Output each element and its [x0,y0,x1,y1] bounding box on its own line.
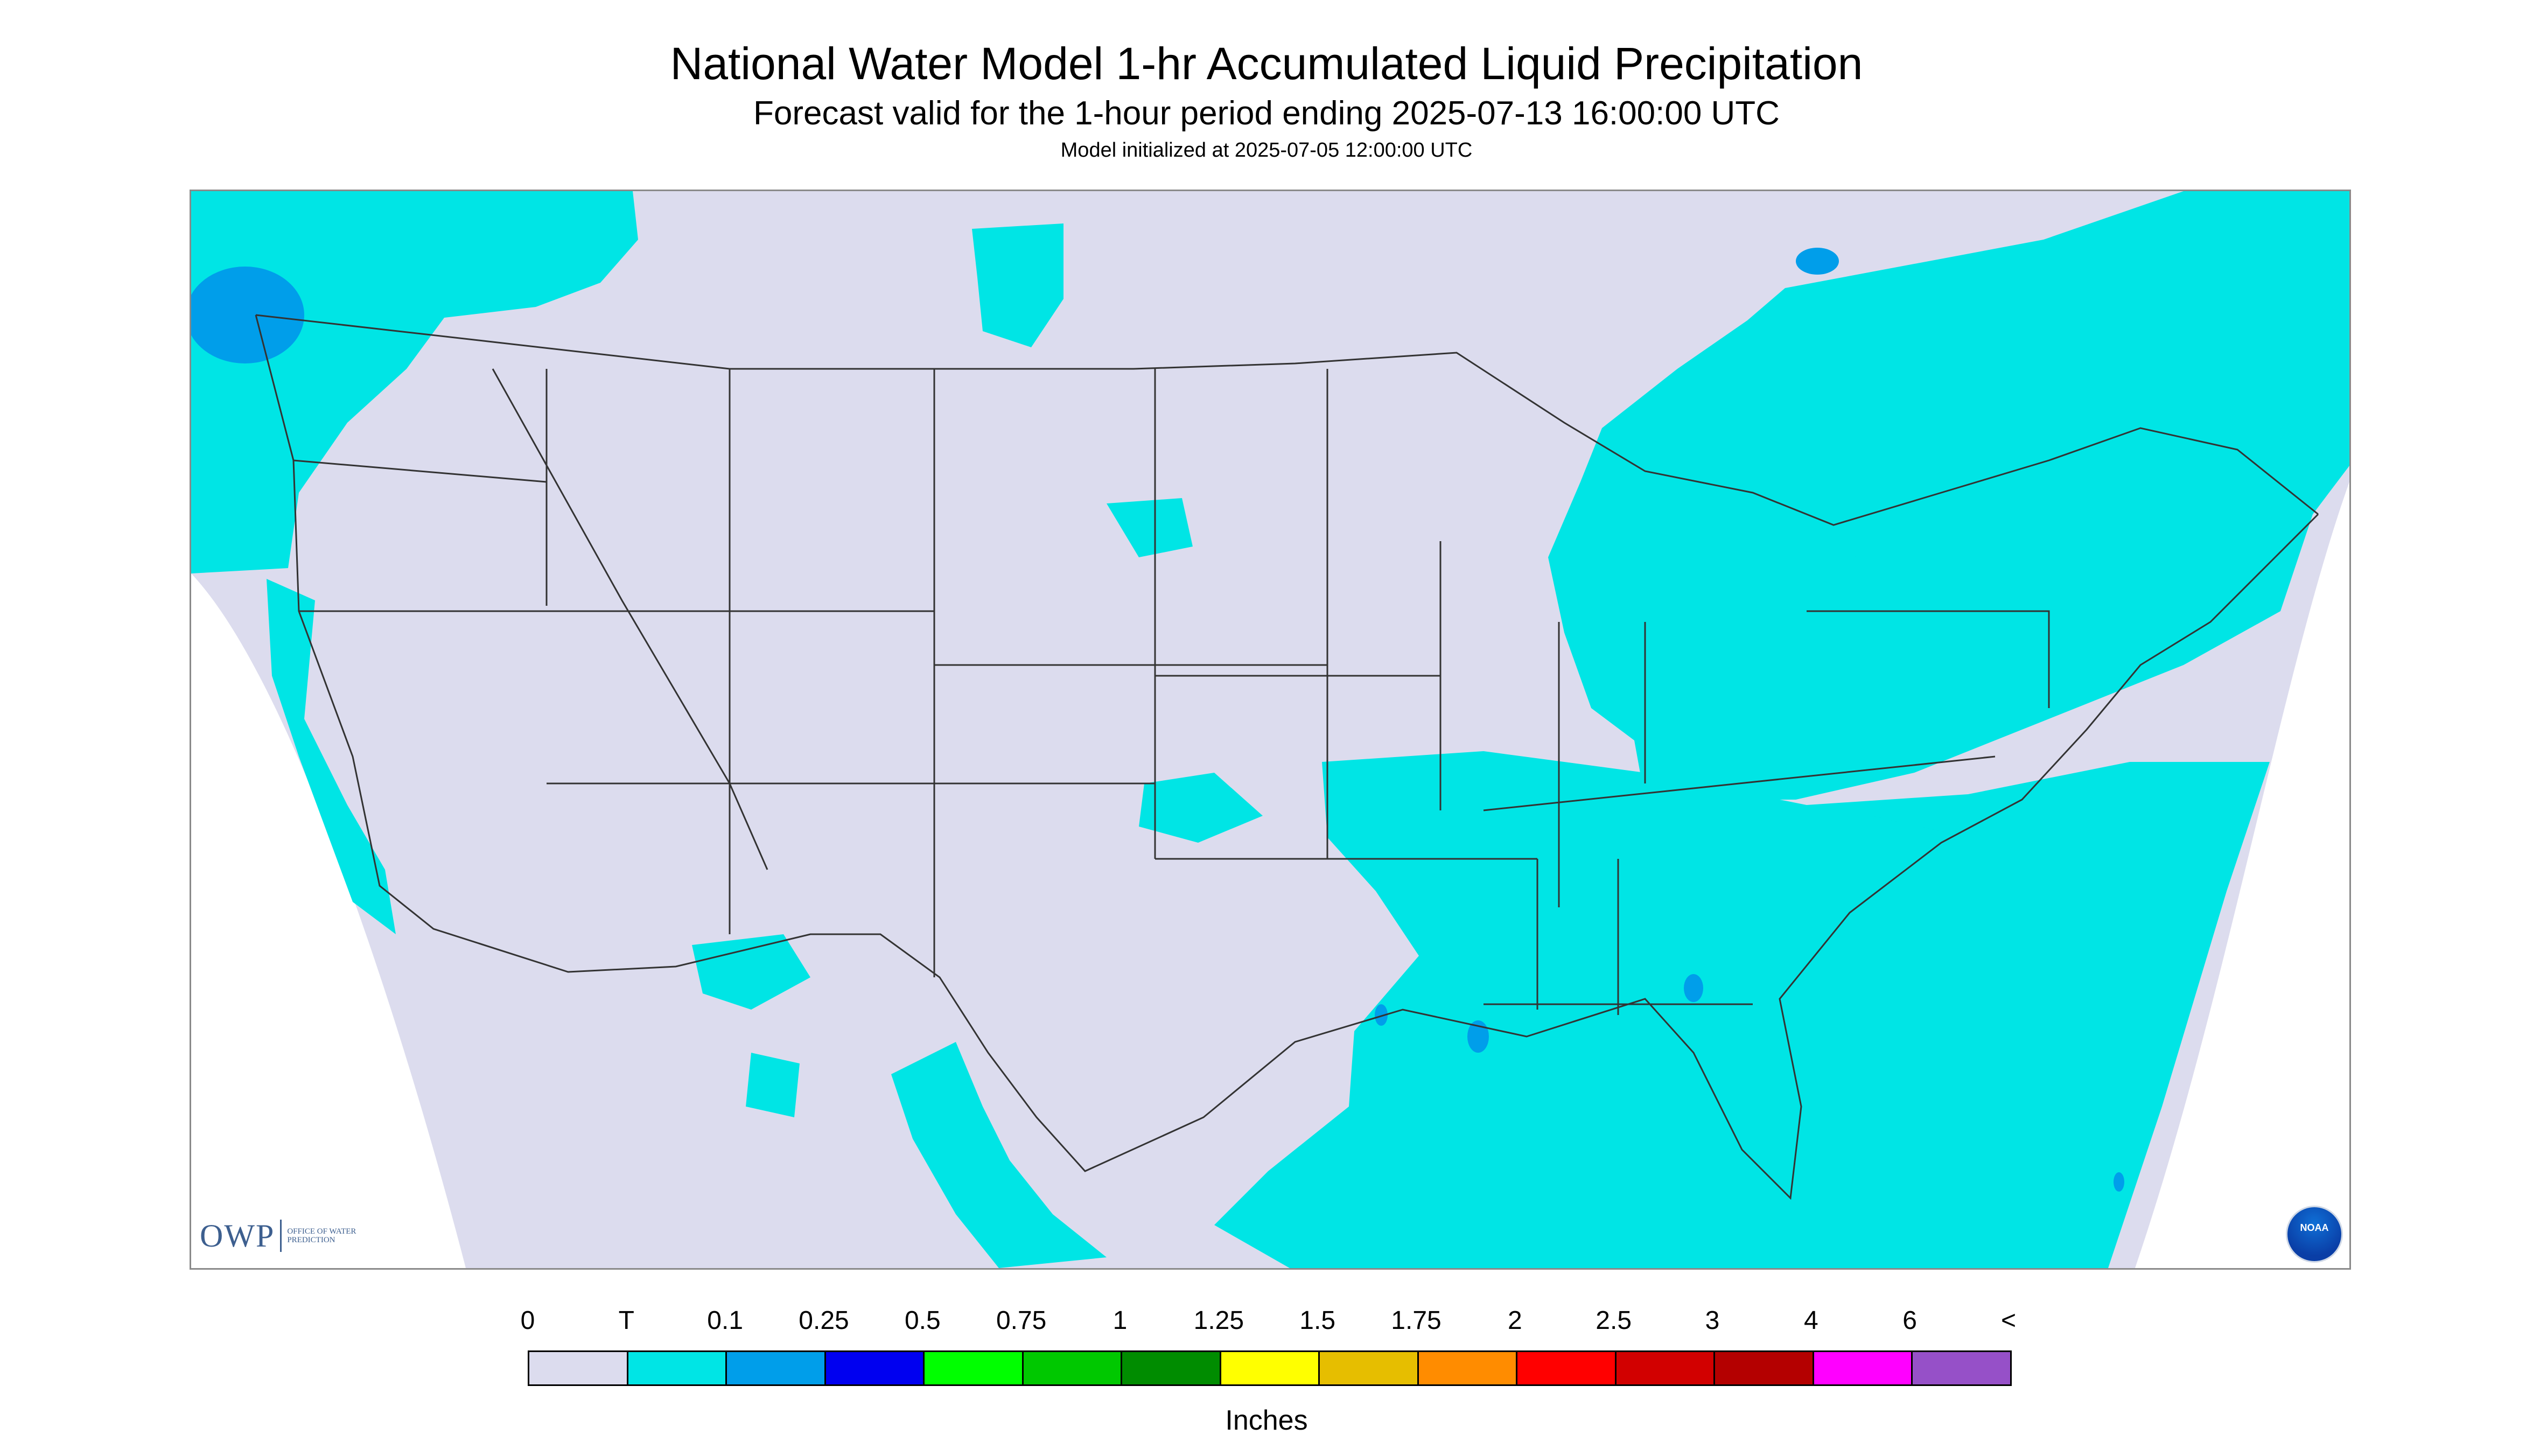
owp-logo: OWP OFFICE OF WATER PREDICTION [200,1214,357,1257]
legend-swatch [727,1352,826,1384]
noaa-logo-text: NOAA [2300,1222,2329,1233]
legend-label: 0.1 [707,1306,744,1335]
owp-logo-text: OFFICE OF WATER PREDICTION [287,1227,356,1244]
legend-swatch [1616,1352,1716,1384]
legend-swatch [1814,1352,1913,1384]
legend-label: T [618,1306,634,1335]
legend-label: 1.25 [1193,1306,1244,1335]
legend-swatch [1122,1352,1221,1384]
state-and-country-borders [255,314,2319,1200]
noaa-logo: NOAA [2286,1206,2343,1263]
trace-precip-areas [191,191,2349,1268]
legend-label: 3 [1705,1306,1720,1335]
light-precip-areas [191,248,2124,1192]
legend-labels: 0 T 0.1 0.25 0.5 0.75 1 1.25 1.5 1.75 2 2.5 3 4 6 < [521,1306,2016,1338]
legend-swatch [628,1352,727,1384]
legend-swatch [1221,1352,1320,1384]
owp-logo-divider [280,1220,282,1252]
legend-label: 2.5 [1596,1306,1632,1335]
legend-label: 0.25 [799,1306,849,1335]
legend-label: 4 [1803,1306,1818,1335]
legend-swatch [1517,1352,1617,1384]
owp-logo-letters: OWP [200,1217,275,1254]
legend-swatch [1418,1352,1518,1384]
map-title: National Water Model 1-hr Accumulated Li… [670,38,1863,89]
legend-swatch [1715,1352,1814,1384]
legend-swatch [925,1352,1024,1384]
legend-label: 1.5 [1299,1306,1336,1335]
legend-label: 6 [1902,1306,1918,1335]
legend-swatch [1320,1352,1419,1384]
precipitation-map: OWP OFFICE OF WATER PREDICTION NOAA [190,190,2351,1270]
legend-swatch [1023,1352,1123,1384]
legend-label: 2 [1507,1306,1522,1335]
model-init-text: Model initialized at 2025-07-05 12:00:00… [1060,139,1473,162]
legend-label: < [2000,1306,2017,1335]
legend-label: 1.75 [1391,1306,1442,1335]
legend-swatch [1913,1352,2010,1384]
map-canvas [191,191,2349,1268]
legend-swatch [529,1352,628,1384]
forecast-valid-subtitle: Forecast valid for the 1-hour period end… [753,95,1780,132]
legend-units: Inches [1225,1405,1308,1436]
legend-label: 0 [520,1306,535,1335]
legend-label: 1 [1112,1306,1128,1335]
legend-colorbar [528,1350,2012,1386]
legend-label: 0.5 [904,1306,941,1335]
legend-swatch [825,1352,925,1384]
legend-label: 0.75 [996,1306,1047,1335]
